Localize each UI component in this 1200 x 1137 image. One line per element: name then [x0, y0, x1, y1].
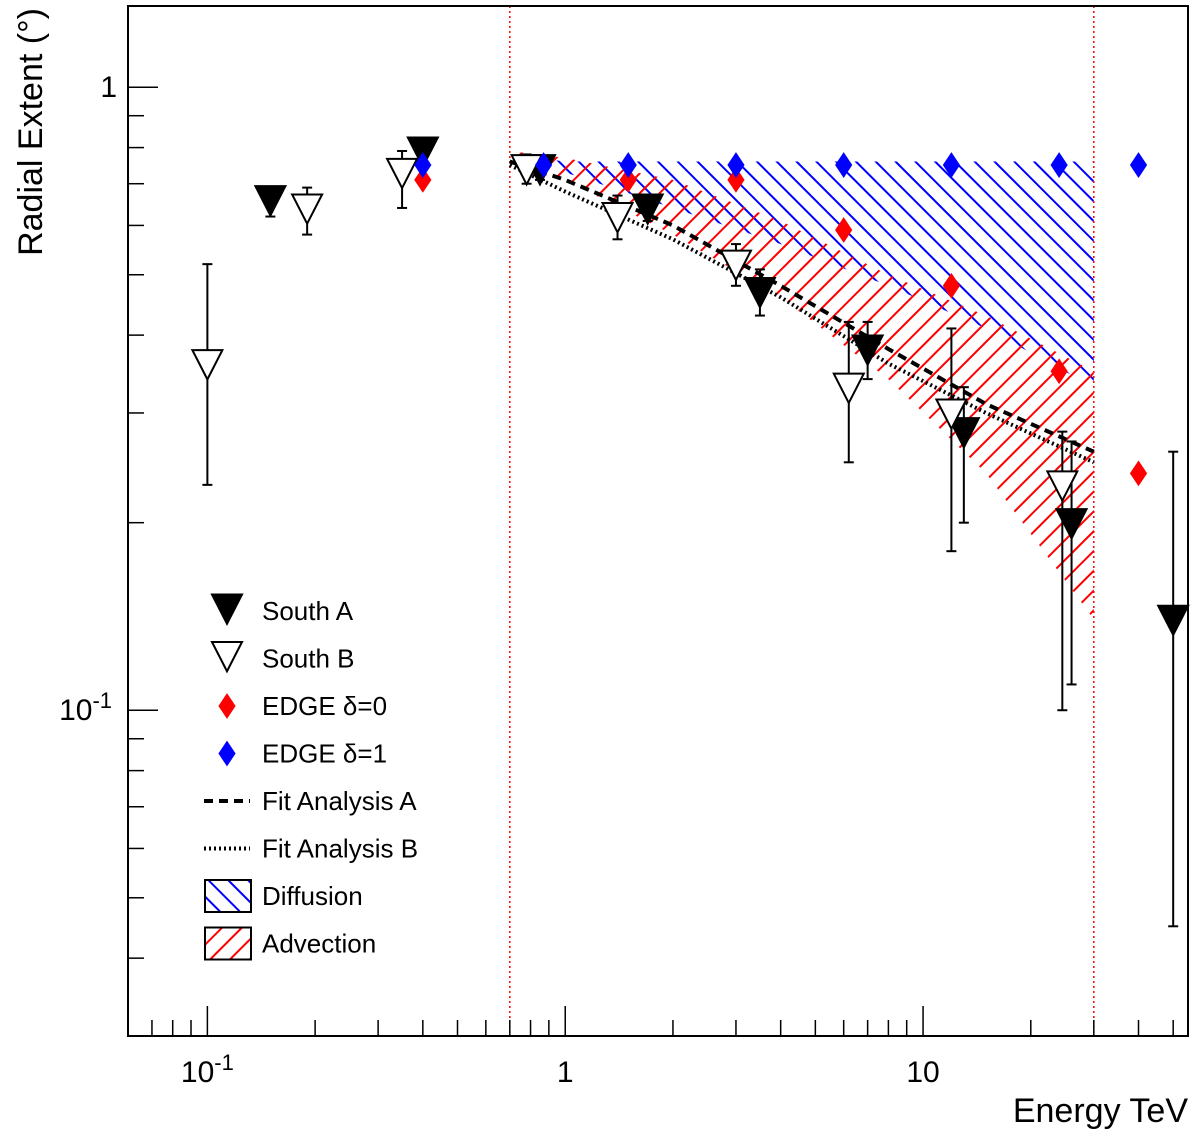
- edge-0-point: [942, 272, 961, 299]
- south-b-point: [600, 202, 635, 235]
- edge-0-point: [1050, 358, 1068, 385]
- edge-1-point: [942, 152, 961, 178]
- edge-0-point: [727, 166, 745, 193]
- tick-labels-layer: 10-1 1 10 1 10-1: [59, 71, 940, 1089]
- edge-1-point: [619, 152, 637, 178]
- band-advection: [509, 151, 1094, 620]
- south-a-point: [1054, 508, 1089, 541]
- south-b-point: [719, 249, 753, 283]
- legend-entry-edge-1: EDGE δ=1: [218, 739, 387, 769]
- south-b-point: [190, 349, 225, 382]
- edge-1-point: [414, 152, 432, 178]
- y-axis-title: Radial Extent (°): [12, 8, 50, 256]
- legend-symbol: [218, 693, 236, 719]
- edge-1-point: [534, 152, 553, 178]
- edge-1-point: [835, 152, 853, 178]
- fit-analysis-b-line: [508, 163, 1095, 465]
- legend-entry-diffusion: Diffusion: [204, 879, 363, 913]
- legend-entry-fit-analysis-a: Fit Analysis A: [204, 786, 417, 816]
- legend-label: Diffusion: [262, 881, 363, 911]
- legend-label: South B: [262, 644, 355, 674]
- south-a-point: [1156, 604, 1190, 638]
- x-tick-label: 10: [906, 1056, 939, 1089]
- x-tick-label: 1: [557, 1056, 574, 1089]
- x-tick-label: 10-1: [181, 1050, 234, 1089]
- edge-0-point: [414, 166, 432, 193]
- south-b-point: [290, 193, 324, 226]
- south-a-point: [631, 193, 665, 226]
- fits-layer: [508, 159, 1095, 465]
- legend-label: EDGE δ=1: [262, 739, 387, 769]
- legend-label: South A: [262, 596, 354, 626]
- legend: South A South B EDGE δ=0 EDGE δ=1 Fit Analys…: [204, 593, 418, 961]
- south-a-point: [743, 276, 777, 310]
- south-a-point: [406, 136, 440, 169]
- south-b-error-bar: [946, 327, 957, 553]
- legend-label: EDGE δ=0: [262, 691, 387, 721]
- south-b-point: [385, 157, 419, 191]
- south-a-point: [851, 334, 885, 367]
- bands-layer: [509, 151, 1094, 620]
- markers-layer: [190, 136, 1190, 638]
- ticks-layer: [127, 86, 1174, 1037]
- x-axis-title: Energy TeV: [1013, 1092, 1188, 1130]
- legend-entry-fit-analysis-b: Fit Analysis B: [204, 834, 418, 864]
- south-a-error-bar: [1168, 450, 1179, 928]
- legend-label: Advection: [262, 929, 376, 959]
- south-a-point: [253, 185, 288, 218]
- legend-entry-edge-0: EDGE δ=0: [218, 691, 387, 721]
- south-b-point: [832, 372, 866, 406]
- south-b-point: [1045, 470, 1079, 503]
- south-a-point: [947, 417, 981, 450]
- legend-entry-advection: Advection: [204, 926, 376, 961]
- edge-1-point: [1050, 152, 1068, 178]
- legend-entry-south-b: South B: [210, 641, 355, 674]
- legend-symbol: [204, 926, 252, 961]
- edge-0-point: [1129, 460, 1148, 487]
- y-tick-label: 1: [100, 71, 117, 104]
- edge-0-point: [835, 217, 853, 243]
- edge-1-point: [727, 152, 745, 178]
- band-diffusion: [509, 154, 1094, 388]
- legend-symbol: [204, 879, 252, 913]
- edge-1-point: [1129, 152, 1148, 178]
- vertical-lines-layer: [509, 6, 1095, 1036]
- legend-label: Fit Analysis B: [262, 834, 418, 864]
- south-a-error-bar: [958, 386, 969, 524]
- legend-symbol: [210, 641, 244, 674]
- legend-symbol: [210, 593, 244, 626]
- edge-0-point: [619, 166, 637, 193]
- south-b-point: [934, 398, 969, 431]
- y-tick-label: 10-1: [59, 688, 112, 727]
- legend-label: Fit Analysis A: [262, 786, 417, 816]
- plot-frame: [127, 5, 1189, 1037]
- south-b-point: [509, 154, 544, 187]
- legend-entry-south-a: South A: [210, 593, 354, 626]
- legend-symbol: [218, 740, 236, 767]
